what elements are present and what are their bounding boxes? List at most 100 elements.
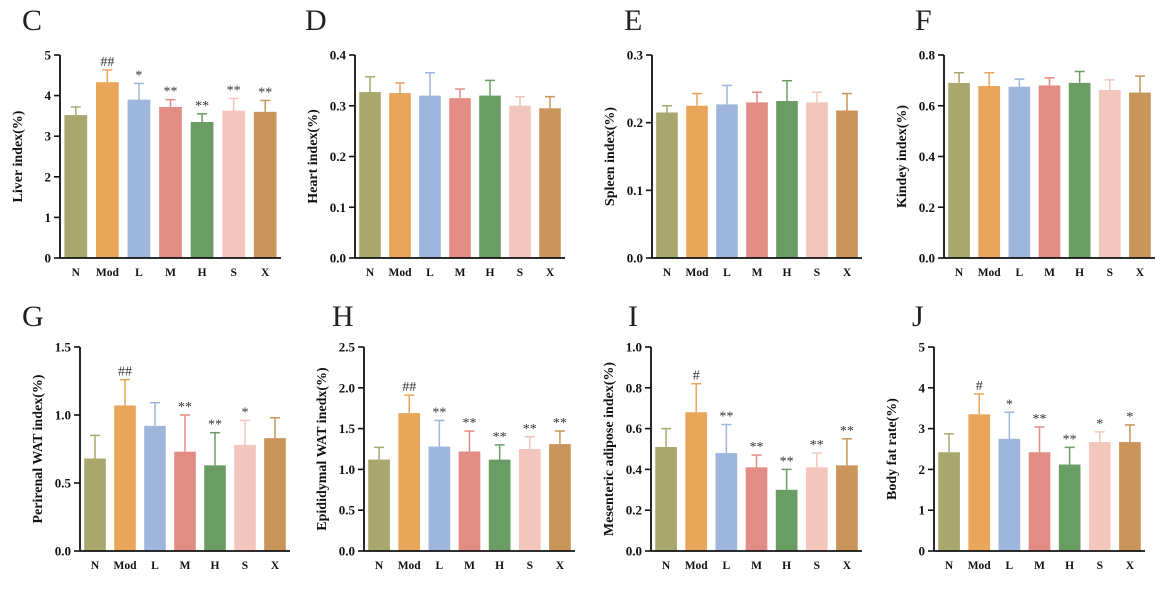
panel-h-significance-label: ** xyxy=(553,416,567,431)
panel-h-significance-label: ** xyxy=(523,422,537,437)
panel-c-significance-label: ** xyxy=(195,99,209,114)
panel-c-category-label: H xyxy=(198,267,207,279)
panel-i-category-label: N xyxy=(662,560,671,572)
panel-e-y-tick-label: 0.0 xyxy=(627,251,643,266)
panel-h-bar-n xyxy=(368,459,390,551)
panel-j-category-label: S xyxy=(1097,560,1103,572)
panel-d-bar-x xyxy=(539,108,561,258)
panel-c-significance-label: ** xyxy=(258,85,272,100)
panel-d-y-tick-label: 0.2 xyxy=(330,149,346,164)
panel-c-y-tick-label: 5 xyxy=(45,48,52,63)
panel-g-category-label: L xyxy=(151,560,159,572)
panel-e-category-label: S xyxy=(814,267,820,279)
panel-c-bar-s xyxy=(222,110,246,258)
panel-g-category-label: H xyxy=(211,560,220,572)
panel-e-bar-x xyxy=(836,110,858,258)
panel-i-bar-h xyxy=(775,489,798,551)
panel-g-significance-label: ** xyxy=(208,418,222,433)
panel-i-bar-n xyxy=(655,446,677,551)
panel-i-significance-label: ** xyxy=(750,440,764,455)
panel-d-bar-s xyxy=(509,105,531,258)
panel-f-category-label: H xyxy=(1075,267,1084,279)
panel-j-category-label: N xyxy=(945,560,954,572)
panel-g-category-label: X xyxy=(271,560,280,572)
panel-d-y-axis-label: Heart index(%) xyxy=(306,109,321,204)
panel-f-category-label: X xyxy=(1136,267,1145,279)
panel-h-category-label: X xyxy=(556,560,565,572)
panel-j-y-tick-label: 3 xyxy=(919,421,926,436)
panel-c-significance-label: * xyxy=(135,68,142,83)
panel-f-y-axis-label: Kindey index(%) xyxy=(895,105,910,208)
panel-f-category-label: M xyxy=(1044,267,1055,279)
panel-g-significance-label: ** xyxy=(178,400,192,415)
panel-g-y-tick-label: 1.5 xyxy=(55,340,72,355)
panel-f-y-tick-label: 0.0 xyxy=(919,251,935,266)
panel-f-y-tick-label: 0.8 xyxy=(919,48,936,63)
panel-g-bar-l xyxy=(144,425,166,551)
panel-f-bar-mod xyxy=(978,85,1001,259)
panel-d-y-tick-label: 0.0 xyxy=(330,251,346,266)
panel-j-y-tick-label: 4 xyxy=(919,380,926,395)
panel-d-category-label: L xyxy=(426,267,434,279)
panel-e-y-axis-label: Spleen index(%) xyxy=(603,107,618,207)
panel-j-letter: J xyxy=(912,300,924,333)
panel-i-y-tick-label: 0.2 xyxy=(626,503,642,518)
panel-e-bar-h xyxy=(776,101,798,258)
panel-i-bar-l xyxy=(715,453,738,551)
panel-d-bar-n xyxy=(359,92,381,258)
panel-i-category-label: M xyxy=(751,560,762,572)
panel-i-bar-m xyxy=(745,467,768,551)
panel-d-y-tick-label: 0.3 xyxy=(330,98,347,113)
panel-g-letter: G xyxy=(22,300,44,333)
panel-f-y-tick-label: 0.6 xyxy=(919,98,936,113)
panel-h-bar-mod xyxy=(398,413,421,551)
panel-g-bar-m xyxy=(174,451,196,551)
panel-h-significance-label: ** xyxy=(432,405,446,420)
panel-d-bar-mod xyxy=(389,93,411,258)
panel-i-category-label: X xyxy=(843,560,852,572)
panel-h-y-tick-label: 0.0 xyxy=(339,544,355,559)
panel-i-letter: I xyxy=(628,300,638,333)
panel-f-bar-l xyxy=(1008,86,1031,258)
panel-i-category-label: Mod xyxy=(685,560,709,572)
panel-g-bar-mod xyxy=(114,405,136,551)
panel-d-y-tick-label: 0.4 xyxy=(330,48,347,63)
panel-d-category-label: Mod xyxy=(389,267,413,279)
panel-h-category-label: Mod xyxy=(398,560,422,572)
panel-j-y-tick-label: 0 xyxy=(919,544,926,559)
panel-j-bar-n xyxy=(938,452,960,551)
panel-c-category-label: X xyxy=(261,267,270,279)
panel-h-bar-h xyxy=(488,459,511,551)
panel-j-bar-mod xyxy=(968,414,991,551)
panel-c-category-label: Mod xyxy=(96,267,120,279)
panel-g-bar-n xyxy=(84,458,106,551)
panel-c-bar-h xyxy=(190,121,214,259)
panel-h-bar-m xyxy=(458,451,481,551)
panel-j-significance-label: * xyxy=(1126,410,1133,425)
panel-h-letter: H xyxy=(332,300,354,333)
panel-i-y-tick-label: 0.4 xyxy=(626,462,643,477)
panel-f-category-label: N xyxy=(955,267,964,279)
panel-e-bar-mod xyxy=(686,105,708,258)
panel-d-category-label: M xyxy=(455,267,466,279)
panel-f-bar-h xyxy=(1068,82,1091,258)
panel-j-y-tick-label: 1 xyxy=(919,503,926,518)
panel-f-y-tick-label: 0.2 xyxy=(919,200,935,215)
panel-i-significance-label: ** xyxy=(840,424,854,439)
panel-i-bar-s xyxy=(805,467,828,551)
panel-j-category-label: L xyxy=(1006,560,1014,572)
panel-e-category-label: N xyxy=(663,267,672,279)
panel-j-category-label: H xyxy=(1065,560,1074,572)
panel-g-bar-h xyxy=(204,465,226,551)
panel-c-bar-x xyxy=(253,111,277,258)
panel-j-category-label: X xyxy=(1126,560,1135,572)
panel-d-bar-m xyxy=(449,98,471,258)
panel-c-y-tick-label: 4 xyxy=(45,88,52,103)
panel-e-y-tick-label: 0.1 xyxy=(627,183,643,198)
panel-e-category-label: X xyxy=(843,267,852,279)
panel-e-bar-s xyxy=(806,102,828,258)
panel-h-y-tick-label: 2.0 xyxy=(339,380,355,395)
panel-f-bar-n xyxy=(948,82,970,258)
panel-d-y-tick-label: 0.1 xyxy=(330,200,346,215)
panel-i-bar-x xyxy=(836,465,858,551)
